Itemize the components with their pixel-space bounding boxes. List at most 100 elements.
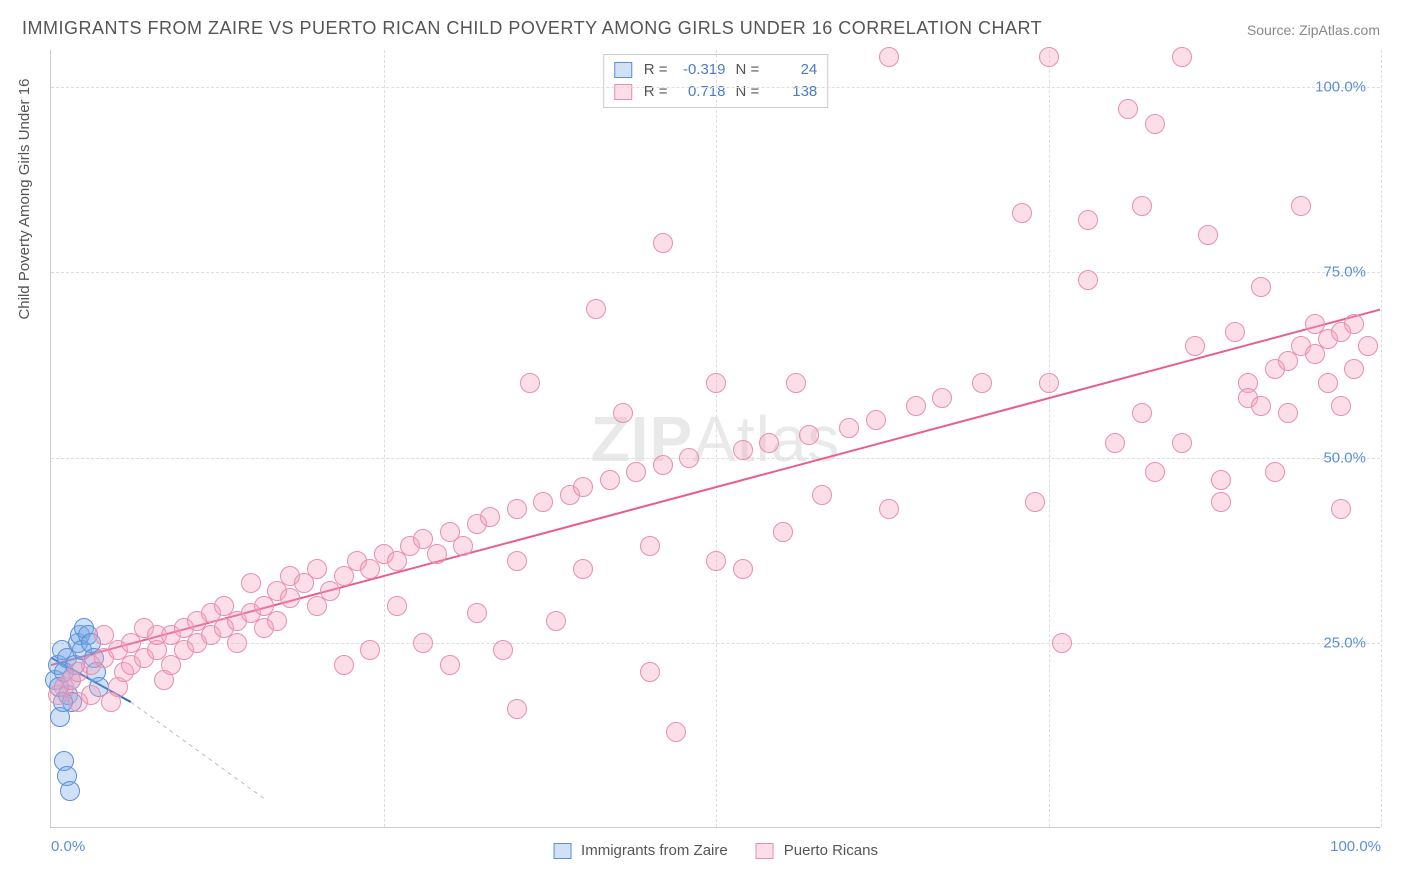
r-label: R = [644, 59, 668, 81]
n-label: N = [736, 81, 760, 103]
y-axis-label: Child Poverty Among Girls Under 16 [16, 79, 33, 320]
data-point [653, 233, 673, 253]
series-legend: Immigrants from Zaire Puerto Ricans [553, 842, 878, 859]
r-label: R = [644, 81, 668, 103]
data-point [759, 433, 779, 453]
data-point [812, 485, 832, 505]
data-point [507, 499, 527, 519]
data-point [1331, 499, 1351, 519]
data-point [679, 448, 699, 468]
data-point [706, 551, 726, 571]
data-point [413, 633, 433, 653]
data-point [1078, 210, 1098, 230]
data-point [1145, 462, 1165, 482]
data-point [60, 781, 80, 801]
chart-title: IMMIGRANTS FROM ZAIRE VS PUERTO RICAN CH… [22, 18, 1042, 39]
ytick-label: 50.0% [1323, 449, 1366, 466]
data-point [1145, 114, 1165, 134]
swatch-zaire-icon [553, 843, 571, 859]
data-point [334, 655, 354, 675]
data-point [799, 425, 819, 445]
data-point [972, 373, 992, 393]
data-point [1211, 492, 1231, 512]
data-point [1198, 225, 1218, 245]
legend-item-pr: Puerto Ricans [756, 842, 878, 859]
ytick-label: 25.0% [1323, 634, 1366, 651]
data-point [839, 418, 859, 438]
data-point [1265, 462, 1285, 482]
data-point [1225, 322, 1245, 342]
legend-label-zaire: Immigrants from Zaire [581, 842, 728, 859]
data-point [507, 699, 527, 719]
data-point [733, 559, 753, 579]
data-point [520, 373, 540, 393]
data-point [1025, 492, 1045, 512]
ytick-label: 75.0% [1323, 264, 1366, 281]
data-point [1344, 359, 1364, 379]
data-point [706, 373, 726, 393]
data-point [626, 462, 646, 482]
n-label: N = [736, 59, 760, 81]
data-point [1132, 196, 1152, 216]
data-point [1211, 470, 1231, 490]
data-point [906, 396, 926, 416]
data-point [1251, 277, 1271, 297]
data-point [1012, 203, 1032, 223]
data-point [1331, 396, 1351, 416]
data-point [653, 455, 673, 475]
data-point [307, 559, 327, 579]
r-value-zaire: -0.319 [674, 59, 726, 81]
legend-item-zaire: Immigrants from Zaire [553, 842, 728, 859]
data-point [1052, 633, 1072, 653]
data-point [1078, 270, 1098, 290]
data-point [267, 611, 287, 631]
data-point [586, 299, 606, 319]
data-point [640, 536, 660, 556]
data-point [573, 477, 593, 497]
data-point [1278, 403, 1298, 423]
chart-container: IMMIGRANTS FROM ZAIRE VS PUERTO RICAN CH… [0, 0, 1406, 892]
data-point [773, 522, 793, 542]
data-point [387, 596, 407, 616]
data-point [480, 507, 500, 527]
data-point [1185, 336, 1205, 356]
data-point [81, 685, 101, 705]
data-point [1318, 373, 1338, 393]
data-point [507, 551, 527, 571]
gridline-v [1049, 50, 1050, 827]
data-point [467, 603, 487, 623]
data-point [666, 722, 686, 742]
data-point [453, 536, 473, 556]
n-value-pr: 138 [765, 81, 817, 103]
source-attribution: Source: ZipAtlas.com [1247, 22, 1380, 38]
data-point [1358, 336, 1378, 356]
gridline-v [384, 50, 385, 827]
data-point [1172, 433, 1192, 453]
data-point [546, 611, 566, 631]
xtick-label: 100.0% [1330, 838, 1381, 855]
r-value-pr: 0.718 [674, 81, 726, 103]
data-point [1039, 47, 1059, 67]
data-point [533, 492, 553, 512]
data-point [1172, 47, 1192, 67]
data-point [786, 373, 806, 393]
n-value-zaire: 24 [765, 59, 817, 81]
data-point [440, 655, 460, 675]
data-point [866, 410, 886, 430]
plot-area: ZIPAtlas R = -0.319 N = 24 R = 0.718 N =… [50, 50, 1380, 828]
ytick-label: 100.0% [1315, 79, 1366, 96]
data-point [1291, 196, 1311, 216]
data-point [573, 559, 593, 579]
data-point [360, 640, 380, 660]
data-point [493, 640, 513, 660]
data-point [932, 388, 952, 408]
data-point [1105, 433, 1125, 453]
data-point [1039, 373, 1059, 393]
gridline-v [716, 50, 717, 827]
swatch-zaire [614, 62, 632, 78]
data-point [613, 403, 633, 423]
data-point [1344, 314, 1364, 334]
trend-line-dashed [131, 702, 264, 798]
data-point [227, 633, 247, 653]
data-point [600, 470, 620, 490]
